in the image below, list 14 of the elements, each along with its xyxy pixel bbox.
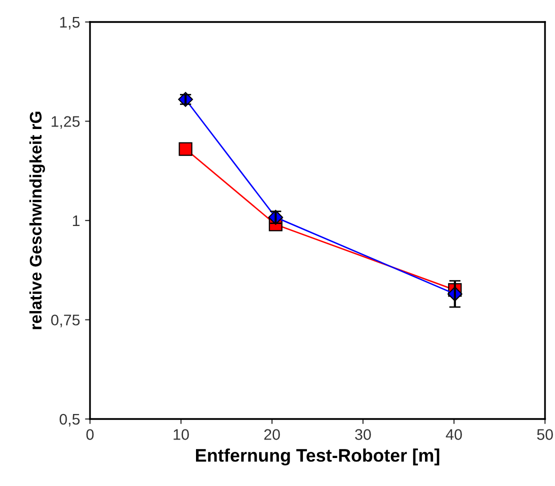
x-tick-label: 0 [86,429,94,440]
y-tick-label: 1 [72,216,80,226]
x-tick-label: 50 [537,429,553,440]
y-tick-label: 1,25 [52,116,80,129]
point [178,142,192,156]
x-tick-label: 40 [446,429,462,440]
y-tick-label: 1,5 [60,17,80,30]
y-axis-title: relative Geschwindigkeit rG [29,112,45,330]
y-tick-label: 0,5 [60,414,80,426]
x-tick-label: 30 [355,429,371,440]
y-tick-label: 0,75 [51,314,80,328]
x-tick-label: 20 [264,429,280,440]
x-axis-title: Entfernung Test-Roboter [m] [196,448,440,466]
x-tick-label: 10 [174,429,189,440]
